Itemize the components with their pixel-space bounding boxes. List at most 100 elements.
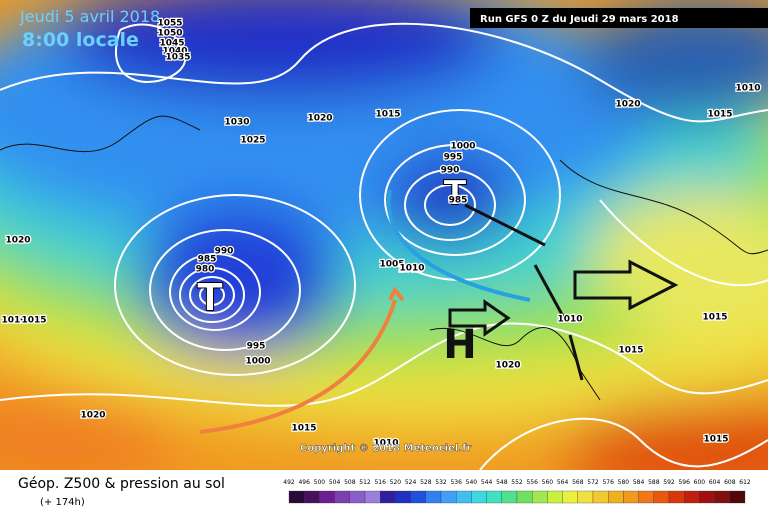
- isobar-label: 1015: [21, 316, 46, 326]
- isobar-label: 1000: [450, 142, 475, 152]
- scale-label: 596: [678, 479, 690, 486]
- scale-label: 544: [481, 479, 493, 486]
- scale-label: 560: [542, 479, 554, 486]
- scale-swatch: [425, 490, 442, 504]
- scale-swatch: [456, 490, 472, 504]
- isobar-label: 990: [441, 166, 460, 176]
- scale-swatch: [486, 490, 502, 504]
- color-scale: 492 496 500 504 508 512 516 520 524 528 532 536 540 5…: [283, 479, 751, 504]
- isobar-label: 1015: [703, 435, 728, 445]
- scale-label: 556: [526, 479, 538, 486]
- flow-arrow: [573, 259, 679, 311]
- scale-swatch: [334, 490, 350, 504]
- isobar-label: 1035: [165, 53, 190, 63]
- run-banner: [470, 8, 768, 28]
- isobar-label: 995: [247, 342, 266, 352]
- valid-time: 8:00 locale: [22, 29, 139, 51]
- scale-swatch: [410, 490, 426, 504]
- isobar-label: 1040: [162, 47, 187, 57]
- scale-label: 548: [496, 479, 508, 486]
- scale-swatch: [623, 490, 639, 504]
- scale-swatch: [547, 490, 563, 504]
- scale-swatch: [364, 490, 381, 504]
- scale-label: 612: [739, 479, 751, 486]
- isobar-label: 1005: [379, 260, 404, 270]
- scale-swatch: [395, 490, 411, 504]
- isobar-label: 1055: [157, 19, 182, 29]
- isobar-label: 1025: [240, 136, 265, 146]
- scale-swatch: [729, 490, 746, 504]
- scale-label: 592: [663, 479, 675, 486]
- flow-arrow: [448, 299, 511, 337]
- scale-label: 568: [572, 479, 584, 486]
- scale-swatch: [638, 490, 654, 504]
- scale-label: 604: [709, 479, 721, 486]
- isobar-label: 1010: [373, 439, 398, 449]
- scale-label: 504: [329, 479, 341, 486]
- isobar-label: 1020: [80, 411, 105, 421]
- isobar-label: 1010: [398, 265, 423, 275]
- scale-swatch: [592, 490, 609, 504]
- scale-label: 584: [633, 479, 645, 486]
- scale-label: 536: [450, 479, 462, 486]
- copyright: Copyright © 2018 Meteociel.fr: [300, 443, 471, 454]
- valid-date: Jeudi 5 avril 2018: [19, 7, 160, 26]
- lead-time: (+ 174h): [40, 497, 85, 508]
- scale-label: 512: [359, 479, 371, 486]
- scale-label: 576: [602, 479, 614, 486]
- scale-label: 532: [435, 479, 447, 486]
- coastlines: [0, 115, 768, 401]
- scale-label: 540: [466, 479, 478, 486]
- isobars: [0, 22, 768, 471]
- isobar-label: 1000: [245, 357, 270, 367]
- scale-swatch: [516, 490, 533, 504]
- isobar-label: 1020: [5, 236, 30, 246]
- scale-label: 500: [314, 479, 326, 486]
- scale-label: 608: [724, 479, 736, 486]
- isobar-label: 985: [198, 255, 217, 265]
- isobar-label: 1020: [615, 100, 640, 110]
- scale-label: 580: [618, 479, 630, 486]
- scale-label: 572: [587, 479, 599, 486]
- scale-swatch: [653, 490, 670, 504]
- jet-arrow: [386, 189, 531, 302]
- scale-swatch: [608, 490, 624, 504]
- isobar-label: 1010: [557, 315, 582, 325]
- run-info: Run GFS 0 Z du Jeudi 29 mars 2018: [480, 14, 679, 25]
- scale-label: 552: [511, 479, 523, 486]
- isobar-label: 1020: [307, 114, 332, 124]
- isobar-label: 1020: [495, 361, 520, 371]
- isobar-label: 985: [449, 196, 468, 206]
- scale-label: 492: [283, 479, 295, 486]
- scale-label: 496: [298, 479, 310, 486]
- scale-swatch: [304, 490, 320, 504]
- scale-swatch: [577, 490, 594, 504]
- scale-swatch: [532, 490, 548, 504]
- isobar-label: 1015: [618, 346, 643, 356]
- warm-arrow: [199, 299, 397, 434]
- isobar-label: 1015: [707, 110, 732, 120]
- scale-label: 588: [648, 479, 660, 486]
- scale-label: 528: [420, 479, 432, 486]
- scale-swatch: [471, 490, 487, 504]
- scale-swatch: [562, 490, 578, 504]
- scale-swatch: [714, 490, 730, 504]
- isobar-label: 1010: [735, 84, 760, 94]
- isobar-label: 1015: [291, 424, 316, 434]
- isobar-label: 1010: [1, 316, 26, 326]
- scale-swatch: [440, 490, 457, 504]
- product-title: Géop. Z500 & pression au sol: [18, 476, 225, 492]
- scale-label: 564: [557, 479, 569, 486]
- low-marker: T: [197, 276, 223, 320]
- isobar-label: 995: [444, 153, 463, 163]
- scale-swatch: [288, 490, 305, 504]
- scale-swatch: [501, 490, 518, 504]
- isobar-label: 1045: [159, 39, 184, 49]
- isobar-label: 1030: [224, 118, 249, 128]
- isobar-label: 980: [196, 265, 215, 275]
- scale-label: 516: [374, 479, 386, 486]
- scale-swatch: [684, 490, 700, 504]
